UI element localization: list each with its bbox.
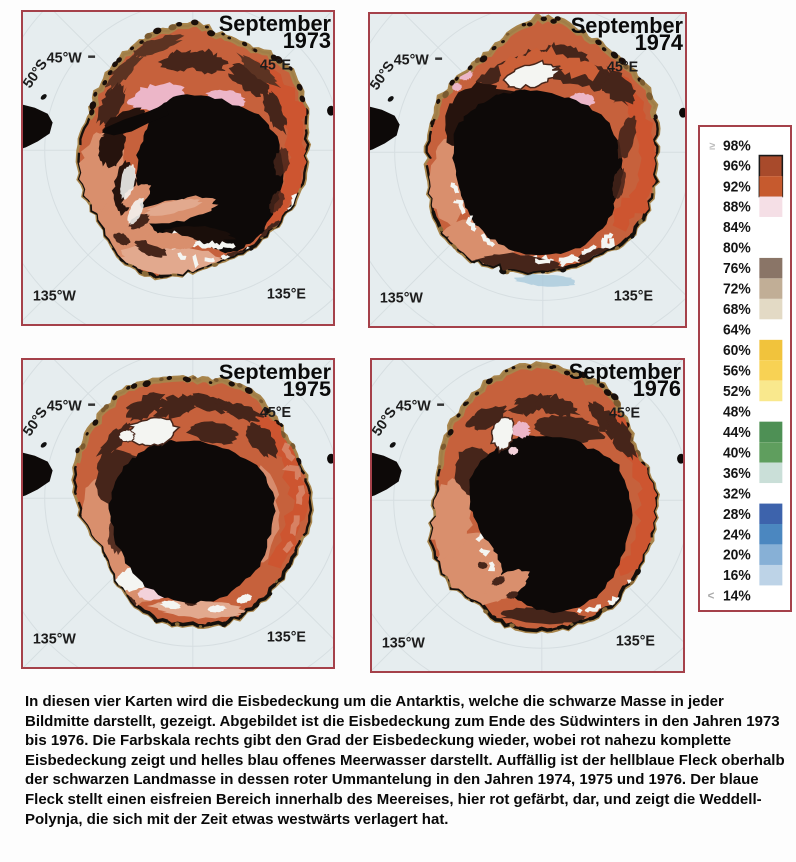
svg-text:52%: 52% (723, 383, 751, 399)
svg-text:88%: 88% (723, 198, 751, 214)
svg-text:32%: 32% (723, 485, 751, 501)
svg-text:16%: 16% (723, 567, 751, 583)
svg-text:45°W: 45°W (47, 50, 83, 66)
svg-text:40%: 40% (723, 444, 751, 460)
svg-text:44%: 44% (723, 424, 751, 440)
svg-text:September: September (219, 360, 332, 384)
svg-text:45°W: 45°W (394, 52, 430, 68)
svg-text:96%: 96% (723, 158, 751, 174)
svg-text:98%: 98% (723, 137, 751, 153)
svg-text:14%: 14% (723, 587, 751, 603)
svg-text:45°E: 45°E (607, 59, 638, 75)
svg-text:135°W: 135°W (382, 635, 426, 651)
svg-text:68%: 68% (723, 301, 751, 317)
svg-text:36%: 36% (723, 465, 751, 481)
svg-text:1976: 1976 (633, 376, 681, 401)
svg-text:September: September (571, 14, 684, 38)
svg-text:28%: 28% (723, 506, 751, 522)
svg-text:92%: 92% (723, 178, 751, 194)
svg-text:135°W: 135°W (33, 288, 77, 304)
svg-text:64%: 64% (723, 321, 751, 337)
svg-text:135°E: 135°E (616, 633, 655, 649)
svg-text:135°W: 135°W (33, 631, 77, 647)
svg-text:≥: ≥ (710, 140, 716, 152)
svg-text:1975: 1975 (283, 376, 331, 401)
svg-text:45°E: 45°E (260, 405, 291, 421)
svg-text:45°E: 45°E (260, 57, 291, 73)
svg-text:135°E: 135°E (614, 288, 653, 304)
svg-text:45°W: 45°W (47, 398, 83, 414)
svg-text:1973: 1973 (283, 28, 331, 53)
svg-text:135°E: 135°E (267, 286, 306, 302)
svg-text:<: < (708, 590, 715, 603)
svg-text:45°W: 45°W (396, 398, 432, 414)
svg-text:1974: 1974 (635, 30, 683, 55)
svg-text:20%: 20% (723, 546, 751, 562)
svg-text:76%: 76% (723, 260, 751, 276)
svg-text:60%: 60% (723, 342, 751, 358)
svg-text:84%: 84% (723, 219, 751, 235)
svg-text:135°W: 135°W (380, 290, 424, 306)
svg-text:80%: 80% (723, 239, 751, 255)
svg-text:24%: 24% (723, 526, 751, 542)
svg-text:56%: 56% (723, 362, 751, 378)
svg-text:September: September (569, 360, 682, 384)
svg-text:48%: 48% (723, 403, 751, 419)
svg-text:September: September (219, 12, 332, 36)
svg-text:135°E: 135°E (267, 629, 306, 645)
svg-text:45°E: 45°E (609, 405, 640, 421)
svg-text:72%: 72% (723, 280, 751, 296)
